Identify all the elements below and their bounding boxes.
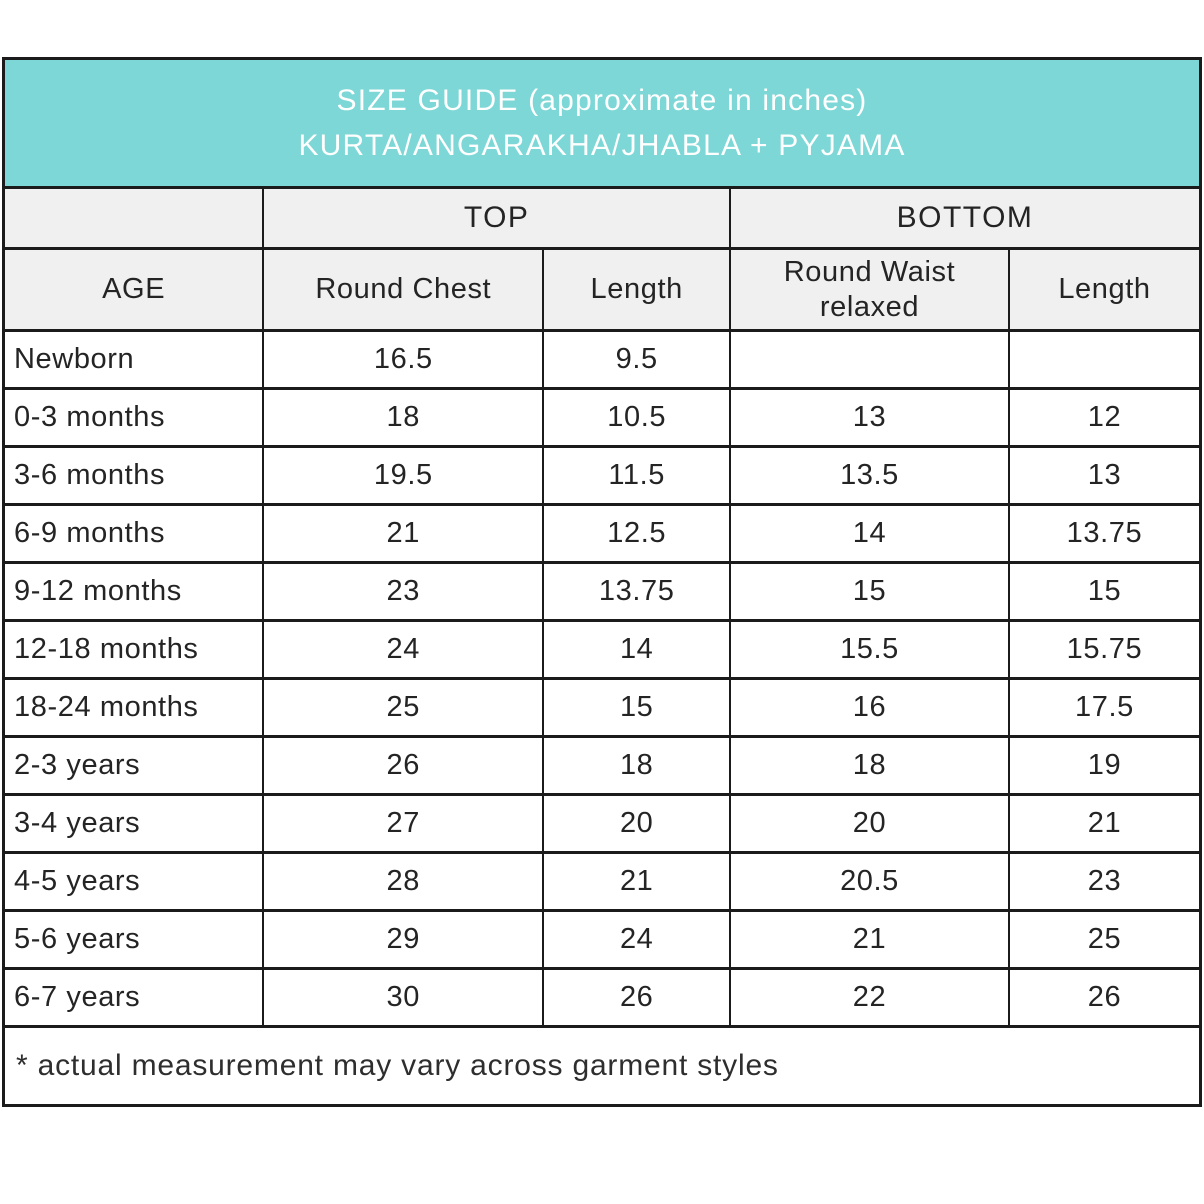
- measurement-cell: 20: [729, 793, 1010, 854]
- measurement-cell: 12.5: [542, 503, 732, 564]
- measurement-cell: 11.5: [542, 445, 732, 506]
- measurement-cell: 21: [542, 851, 732, 912]
- measurement-cell: 13: [1007, 445, 1202, 506]
- age-cell: 3-6 months: [2, 445, 265, 506]
- column-header-age: AGE: [2, 247, 265, 332]
- measurement-cell: 17.5: [1007, 677, 1202, 738]
- measurement-cell: 18: [542, 735, 732, 796]
- measurement-cell: 9.5: [542, 329, 732, 390]
- age-cell: 9-12 months: [2, 561, 265, 622]
- measurement-cell: 21: [262, 503, 545, 564]
- measurement-cell: 28: [262, 851, 545, 912]
- size-guide-table: SIZE GUIDE (approximate in inches) KURTA…: [2, 57, 1202, 1107]
- title-banner: SIZE GUIDE (approximate in inches) KURTA…: [2, 57, 1202, 189]
- measurement-cell: 20: [542, 793, 732, 854]
- group-header-bottom: BOTTOM: [729, 186, 1202, 250]
- measurement-cell: [1007, 329, 1202, 390]
- measurement-cell: [729, 329, 1010, 390]
- size-table-body: Newborn 16.5 9.5 0-3 months 18 10.5 13 12 3-6 mo…: [2, 329, 1202, 1028]
- group-header-row: TOP BOTTOM: [2, 186, 1202, 250]
- age-cell: 4-5 years: [2, 851, 265, 912]
- table-row: 4-5 years 28 21 20.5 23: [2, 851, 1202, 912]
- column-header-bottom-length: Length: [1007, 247, 1202, 332]
- table-row: 2-3 years 26 18 18 19: [2, 735, 1202, 796]
- measurement-cell: 16.5: [262, 329, 545, 390]
- age-cell: Newborn: [2, 329, 265, 390]
- column-header-round-chest: Round Chest: [262, 247, 545, 332]
- measurement-cell: 10.5: [542, 387, 732, 448]
- measurement-cell: 19.5: [262, 445, 545, 506]
- table-row: Newborn 16.5 9.5: [2, 329, 1202, 390]
- measurement-cell: 26: [1007, 967, 1202, 1028]
- measurement-cell: 21: [1007, 793, 1202, 854]
- column-header-round-waist: Round Waist relaxed: [729, 247, 1010, 332]
- table-row: 9-12 months 23 13.75 15 15: [2, 561, 1202, 622]
- measurement-cell: 26: [262, 735, 545, 796]
- measurement-cell: 23: [1007, 851, 1202, 912]
- measurement-cell: 29: [262, 909, 545, 970]
- table-row: 3-4 years 27 20 20 21: [2, 793, 1202, 854]
- group-header-top: TOP: [262, 186, 732, 250]
- age-cell: 12-18 months: [2, 619, 265, 680]
- measurement-cell: 24: [542, 909, 732, 970]
- table-row: 12-18 months 24 14 15.5 15.75: [2, 619, 1202, 680]
- measurement-cell: 15: [1007, 561, 1202, 622]
- measurement-cell: 19: [1007, 735, 1202, 796]
- measurement-cell: 30: [262, 967, 545, 1028]
- column-header-top-length: Length: [542, 247, 732, 332]
- age-cell: 6-7 years: [2, 967, 265, 1028]
- measurement-cell: 23: [262, 561, 545, 622]
- measurement-cell: 18: [262, 387, 545, 448]
- title-row: SIZE GUIDE (approximate in inches) KURTA…: [2, 57, 1202, 189]
- table-row: 6-9 months 21 12.5 14 13.75: [2, 503, 1202, 564]
- column-header-row: AGE Round Chest Length Round Waist relax…: [2, 247, 1202, 332]
- table-row: 18-24 months 25 15 16 17.5: [2, 677, 1202, 738]
- footnote-row: * actual measurement may vary across gar…: [2, 1025, 1202, 1107]
- measurement-cell: 15.75: [1007, 619, 1202, 680]
- measurement-cell: 13.5: [729, 445, 1010, 506]
- age-cell: 2-3 years: [2, 735, 265, 796]
- measurement-cell: 25: [262, 677, 545, 738]
- measurement-cell: 14: [542, 619, 732, 680]
- group-header-spacer: [2, 186, 265, 250]
- table-row: 6-7 years 30 26 22 26: [2, 967, 1202, 1028]
- footnote-text: * actual measurement may vary across gar…: [2, 1025, 1202, 1107]
- measurement-cell: 12: [1007, 387, 1202, 448]
- measurement-cell: 16: [729, 677, 1010, 738]
- age-cell: 0-3 months: [2, 387, 265, 448]
- table-row: 0-3 months 18 10.5 13 12: [2, 387, 1202, 448]
- measurement-cell: 13.75: [1007, 503, 1202, 564]
- measurement-cell: 13.75: [542, 561, 732, 622]
- measurement-cell: 15: [729, 561, 1010, 622]
- age-cell: 18-24 months: [2, 677, 265, 738]
- table-row: 3-6 months 19.5 11.5 13.5 13: [2, 445, 1202, 506]
- measurement-cell: 22: [729, 967, 1010, 1028]
- age-cell: 3-4 years: [2, 793, 265, 854]
- age-cell: 6-9 months: [2, 503, 265, 564]
- title-line-2: KURTA/ANGARAKHA/JHABLA + PYJAMA: [298, 129, 906, 162]
- measurement-cell: 20.5: [729, 851, 1010, 912]
- measurement-cell: 27: [262, 793, 545, 854]
- measurement-cell: 25: [1007, 909, 1202, 970]
- measurement-cell: 18: [729, 735, 1010, 796]
- title-line-1: SIZE GUIDE (approximate in inches): [336, 84, 868, 117]
- measurement-cell: 15: [542, 677, 732, 738]
- measurement-cell: 21: [729, 909, 1010, 970]
- table-row: 5-6 years 29 24 21 25: [2, 909, 1202, 970]
- measurement-cell: 24: [262, 619, 545, 680]
- measurement-cell: 26: [542, 967, 732, 1028]
- measurement-cell: 14: [729, 503, 1010, 564]
- measurement-cell: 13: [729, 387, 1010, 448]
- measurement-cell: 15.5: [729, 619, 1010, 680]
- age-cell: 5-6 years: [2, 909, 265, 970]
